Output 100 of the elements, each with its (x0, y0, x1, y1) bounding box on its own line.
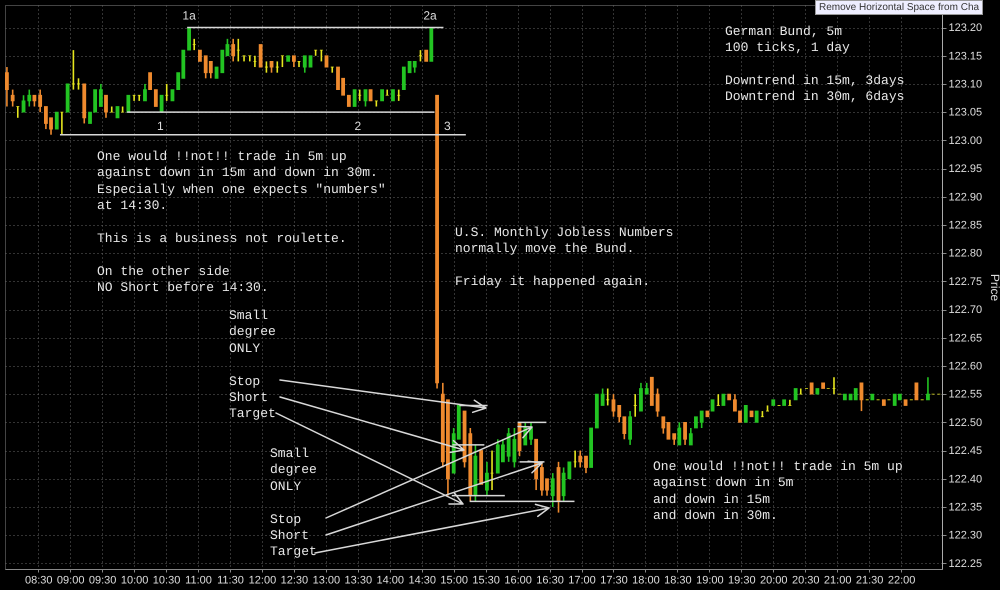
text: Small degree ONLY Stop Short Target (270, 446, 317, 560)
y-tick-label: 123.00 (948, 134, 982, 147)
annotation: Remove Horizontal Space from Cha (815, 0, 984, 15)
y-tick-label: 122.60 (948, 360, 982, 372)
candlestick (104, 94, 108, 119)
candlestick (402, 66, 406, 90)
candlestick (688, 427, 693, 446)
candlestick (584, 455, 588, 474)
candlestick (567, 461, 572, 480)
candlestick (485, 461, 489, 496)
candlestick (364, 88, 368, 108)
candlestick (656, 388, 660, 418)
y-tick-label: 122.70 (948, 304, 982, 316)
candlestick (368, 89, 372, 102)
candlestick (22, 94, 26, 113)
x-tick-label: 08:30 (24, 574, 52, 586)
candlestick (424, 50, 428, 62)
candlestick (32, 94, 36, 108)
candlestick (914, 382, 918, 400)
y-tick-label: 122.25 (948, 558, 982, 570)
candlestick (214, 66, 218, 79)
candlestick (512, 427, 516, 468)
candlestick (644, 382, 649, 395)
text: German Bund, 5m (725, 24, 842, 40)
x-tick-label: 15:00 (440, 574, 468, 586)
text: Small degree ONLY Stop Short Target (229, 308, 276, 422)
x-tick-label: 10:30 (152, 574, 180, 586)
x-tick-label: 12:30 (280, 574, 308, 586)
annotation: One would !!not!! trade in 5m up against down in 5m and down in 15m and down in 30m. (653, 459, 903, 525)
candlestick (170, 89, 174, 102)
candlestick (710, 399, 714, 412)
candlestick (683, 422, 687, 446)
candlestick (672, 432, 676, 446)
candlestick (154, 89, 158, 107)
x-tick-label: 17:00 (568, 574, 596, 586)
x-tick-label: 16:00 (504, 574, 532, 586)
annotation: 2a (423, 8, 438, 23)
candlestick (10, 88, 15, 108)
candlestick (231, 38, 236, 62)
x-tick-label: 14:30 (408, 574, 436, 586)
x-tick-label: 11:30 (217, 574, 244, 586)
x-tick-label: 12:00 (248, 574, 276, 586)
annotation: 2 (354, 119, 362, 134)
annotation: 1a (182, 8, 196, 23)
x-tick-label: 10:00 (120, 574, 148, 586)
candlestick (346, 94, 351, 107)
text: U.S. Monthly Jobless Numbers normally move the Bund. Friday it happened again. (455, 225, 674, 290)
y-tick-label: 122.75 (948, 276, 982, 288)
candlestick (744, 405, 748, 423)
x-tick-label: 17:30 (600, 574, 628, 586)
candlestick (380, 89, 384, 102)
x-tick-label: 20:00 (760, 574, 788, 586)
y-tick-label: 123.05 (948, 106, 982, 119)
y-tick-label: 122.80 (948, 248, 982, 260)
candlestick (694, 416, 698, 428)
candlestick (754, 410, 759, 423)
x-tick-label: 13:00 (312, 574, 340, 586)
candlestick (628, 410, 632, 446)
text: 100 ticks, 1 day (725, 40, 850, 56)
candlestick (308, 55, 312, 68)
candlestick (860, 382, 864, 412)
x-tick-label: 21:00 (824, 574, 852, 586)
x-tick-label: 15:30 (472, 574, 500, 586)
candlestick (270, 60, 274, 74)
candlestick (391, 89, 395, 102)
y-tick-label: 122.55 (948, 388, 982, 401)
x-tick-label: 09:30 (88, 574, 116, 586)
candlestick (550, 472, 555, 508)
candlestick (27, 88, 32, 108)
x-tick-label: 13:30 (344, 574, 372, 586)
candlestick (126, 94, 130, 113)
x-tick-label: 19:00 (696, 574, 724, 586)
candlestick (352, 89, 357, 107)
candlestick (700, 410, 704, 429)
candlestick (38, 88, 42, 113)
candlestick (677, 422, 682, 446)
candlestick (302, 54, 307, 74)
x-tick-label: 19:30 (728, 574, 756, 586)
candlestick (292, 54, 296, 68)
candlestick (926, 376, 930, 401)
y-tick-label: 123.20 (948, 22, 982, 34)
y-tick-label: 122.30 (948, 530, 982, 542)
candlestick (116, 106, 120, 118)
x-tick-label: 09:00 (56, 574, 84, 586)
candlestick (324, 55, 328, 68)
candlestick (54, 112, 59, 130)
x-tick-label: 22:00 (888, 574, 916, 586)
x-tick-label: 18:00 (632, 574, 660, 586)
candlestick (198, 50, 202, 62)
candlestick (143, 83, 147, 102)
y-tick-label: 123.15 (948, 50, 982, 62)
y-tick-label: 122.35 (948, 501, 982, 514)
x-tick-label: 11:00 (185, 574, 212, 586)
candlestick (639, 382, 643, 412)
x-tick-label: 18:30 (664, 574, 692, 586)
candlestick (98, 83, 103, 108)
x-tick-label: 16:30 (536, 574, 564, 586)
annotation: 3 (444, 119, 451, 133)
candlestick (529, 422, 533, 446)
candlestick (148, 72, 152, 90)
